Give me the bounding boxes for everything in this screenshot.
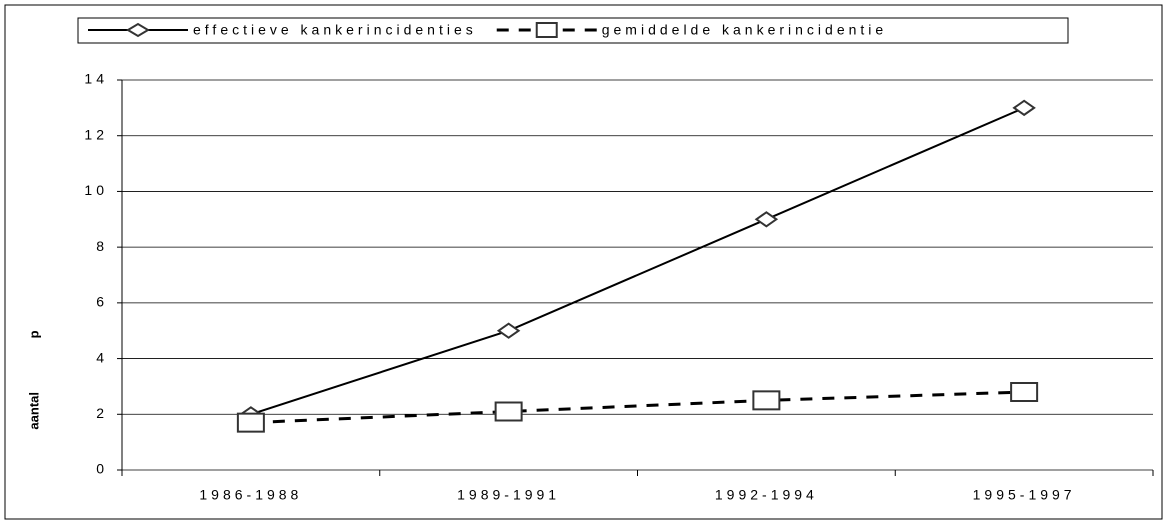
legend-label: effectieve kankerincidenties <box>193 22 477 38</box>
series-line <box>250 390 1025 425</box>
legend-marker <box>535 22 558 38</box>
y-tick-label: 4 <box>96 349 108 365</box>
legend-label: gemiddelde kankerincidentie <box>602 22 887 38</box>
y-tick-label: 10 <box>84 182 108 198</box>
x-tick-label: 1986-1988 <box>199 487 302 503</box>
y-tick-label: 6 <box>96 294 108 310</box>
y-tick-label: 2 <box>96 405 108 421</box>
data-point <box>1012 99 1036 117</box>
chart-border <box>4 4 1163 520</box>
data-point <box>1010 382 1039 402</box>
y-tick-label: 12 <box>84 126 108 142</box>
y-tick-label: 14 <box>84 71 108 87</box>
data-point <box>236 412 265 433</box>
data-point <box>754 211 779 228</box>
x-tick-label: 1992-1994 <box>715 487 818 503</box>
y-axis-label: aantal p <box>26 330 41 429</box>
y-tick-label: 0 <box>96 461 108 477</box>
y-tick-label: 8 <box>96 238 108 254</box>
legend-marker <box>126 22 150 38</box>
data-point <box>494 401 523 422</box>
series-line <box>250 106 1025 416</box>
x-tick-label: 1995-1997 <box>973 487 1076 503</box>
x-tick-label: 1989-1991 <box>457 487 560 503</box>
data-point <box>752 390 781 411</box>
data-point <box>496 322 521 339</box>
